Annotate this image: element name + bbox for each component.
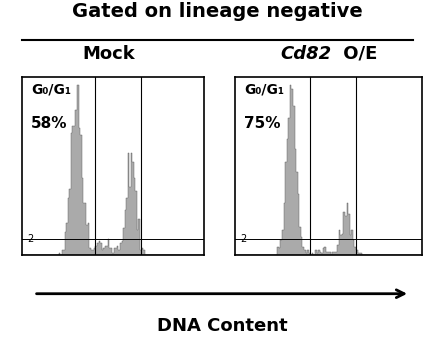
Text: 75%: 75%: [244, 116, 280, 131]
Text: G₀/G₁: G₀/G₁: [244, 82, 283, 96]
Text: DNA Content: DNA Content: [156, 317, 286, 335]
Text: O/E: O/E: [336, 45, 377, 62]
Text: 2: 2: [240, 234, 246, 244]
Text: Cd82: Cd82: [280, 45, 331, 62]
Text: G₀/G₁: G₀/G₁: [31, 82, 71, 96]
Text: 2: 2: [27, 234, 33, 244]
Text: Gated on lineage negative: Gated on lineage negative: [72, 2, 362, 21]
Polygon shape: [22, 85, 204, 255]
Text: Mock: Mock: [82, 45, 135, 62]
Polygon shape: [234, 85, 421, 255]
Text: 58%: 58%: [31, 116, 67, 131]
